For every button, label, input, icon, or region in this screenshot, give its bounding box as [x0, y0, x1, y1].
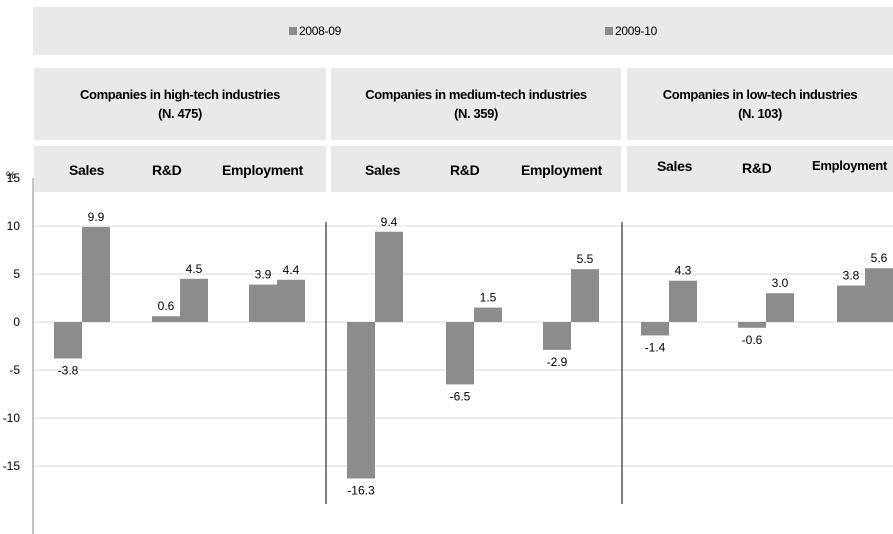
bar-2008-09-1 [152, 316, 180, 322]
bar-2009-10-4 [474, 307, 502, 322]
data-label-2008-09-0: -3.8 [58, 363, 79, 377]
data-label-2008-09-5: -2.9 [547, 355, 568, 369]
bar-2009-10-2 [277, 279, 305, 322]
group-title: Companies in low-tech industries [662, 87, 858, 102]
metric-label-employment: Employment [812, 158, 888, 173]
y-tick-label: -10 [3, 411, 21, 425]
metric-label-employment: Employment [222, 162, 304, 178]
data-label-2009-10-7: 3.0 [772, 276, 789, 290]
metric-label-rnd: R&D [742, 160, 772, 176]
group-title: Companies in medium-tech industries [365, 87, 587, 102]
legend-label-2008-09: 2008-09 [299, 24, 341, 38]
bar-2009-10-8 [865, 268, 893, 322]
bar-2008-09-0 [54, 322, 82, 359]
data-label-2009-10-8: 5.6 [871, 251, 888, 265]
data-label-2008-09-8: 3.8 [843, 269, 860, 283]
group-header-low-tech: Companies in low-tech industries (N. 103) [627, 68, 893, 140]
legend-item-2009-10: 2009-10 [605, 24, 657, 38]
y-tick-label: 0 [13, 315, 20, 329]
group-title: Companies in high-tech industries [80, 87, 280, 102]
data-label-2008-09-7: -0.6 [742, 333, 763, 347]
data-label-2008-09-4: -6.5 [450, 389, 471, 403]
legend-swatch-2008-09 [289, 27, 297, 35]
y-tick-label: -5 [9, 363, 20, 377]
metric-label-sales: Sales [69, 162, 105, 178]
data-label-2009-10-3: 9.4 [381, 215, 398, 229]
bar-2008-09-4 [446, 322, 474, 385]
legend-item-2008-09: 2008-09 [289, 24, 341, 38]
bar-2009-10-3 [375, 231, 403, 322]
y-tick-label: 10 [7, 219, 21, 233]
data-label-2009-10-4: 1.5 [480, 291, 497, 305]
bar-2009-10-7 [766, 293, 794, 322]
bar-2008-09-5 [543, 322, 571, 350]
bar-2008-09-3 [347, 322, 375, 479]
y-tick-label: -15 [3, 459, 21, 473]
bar-2008-09-8 [837, 285, 865, 322]
bar-2008-09-7 [738, 322, 766, 328]
metric-row-medium-tech: Sales R&D Employment [331, 146, 621, 192]
data-label-2008-09-2: 3.9 [255, 268, 272, 282]
group-header-high-tech: Companies in high-tech industries (N. 475… [34, 68, 326, 140]
data-label-2009-10-6: 4.3 [675, 264, 692, 278]
metric-label-employment: Employment [521, 162, 603, 178]
bar-2009-10-6 [669, 280, 697, 322]
bar-2008-09-2 [249, 284, 277, 322]
group-subtitle: (N. 359) [454, 106, 498, 121]
bar-2009-10-5 [571, 269, 599, 322]
group-subtitle: (N. 475) [158, 106, 202, 121]
group-header-medium-tech: Companies in medium-tech industries (N. 3… [331, 68, 621, 140]
data-label-2008-09-1: 0.6 [158, 299, 175, 313]
data-label-2009-10-0: 9.9 [88, 210, 105, 224]
bar-2009-10-0 [82, 226, 110, 322]
metric-row-high-tech: Sales R&D Employment [34, 146, 326, 192]
data-label-2008-09-6: -1.4 [645, 340, 666, 354]
metric-label-rnd: R&D [450, 162, 480, 178]
legend: 2008-09 2009-10 [33, 7, 893, 55]
legend-label-2009-10: 2009-10 [615, 24, 657, 38]
data-label-2009-10-1: 4.5 [186, 262, 203, 276]
data-label-2009-10-5: 5.5 [577, 252, 594, 266]
y-axis-unit: % [6, 170, 16, 182]
metric-label-rnd: R&D [152, 162, 182, 178]
metric-label-sales: Sales [657, 158, 693, 174]
data-label-2009-10-2: 4.4 [283, 263, 300, 277]
group-subtitle: (N. 103) [738, 106, 782, 121]
data-label-2008-09-3: -16.3 [347, 483, 375, 497]
bar-2008-09-6 [641, 322, 669, 336]
y-tick-label: 15 [7, 171, 21, 185]
metric-row-low-tech: Sales R&D Employment [627, 146, 893, 192]
bar-2009-10-1 [180, 278, 208, 322]
y-tick-label: 5 [13, 267, 20, 281]
legend-swatch-2009-10 [605, 27, 613, 35]
metric-label-sales: Sales [365, 162, 401, 178]
